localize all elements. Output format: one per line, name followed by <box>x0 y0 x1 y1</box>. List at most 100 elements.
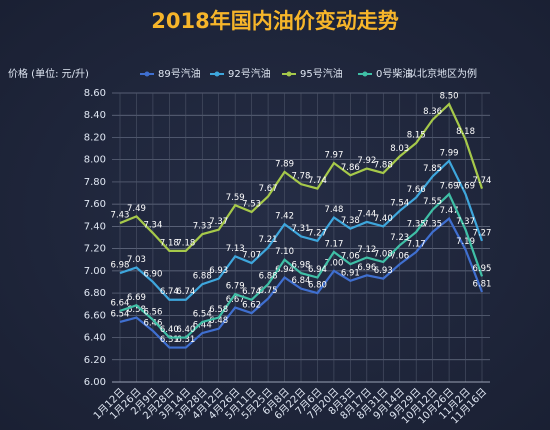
data-label: 8.36 <box>423 107 442 117</box>
chart-title: 2018年国内油价变动走势 <box>151 9 398 33</box>
y-tick-label: 6.80 <box>84 288 106 299</box>
data-label: 7.31 <box>292 224 311 234</box>
y-axis-label: 价格 (单位: 元/升) <box>8 67 89 80</box>
data-label: 7.23 <box>390 233 409 243</box>
data-label: 6.95 <box>473 264 492 274</box>
data-label: 7.18 <box>176 238 195 248</box>
data-label: 6.56 <box>143 307 162 317</box>
data-label: 7.49 <box>127 204 146 214</box>
data-label: 6.46 <box>143 318 162 328</box>
legend-marker <box>144 71 150 77</box>
data-label: 7.06 <box>390 252 409 262</box>
y-tick-label: 8.60 <box>84 88 106 99</box>
data-label: 7.12 <box>357 245 376 255</box>
y-tick-label: 6.40 <box>84 333 106 344</box>
annotation: 以北京地区为例 <box>407 67 477 80</box>
y-tick-label: 7.40 <box>84 221 106 232</box>
legend-label: 0号柴油 <box>376 67 412 80</box>
series-line <box>119 192 484 339</box>
data-label: 6.58 <box>127 305 146 315</box>
data-label: 7.35 <box>407 219 426 229</box>
legend-label: 92号汽油 <box>228 67 271 80</box>
data-label: 7.37 <box>209 217 228 227</box>
data-label: 7.92 <box>357 156 376 166</box>
data-label: 7.48 <box>324 205 343 215</box>
data-label: 7.10 <box>275 247 294 257</box>
data-label: 7.43 <box>111 211 130 221</box>
data-label: 7.18 <box>160 238 179 248</box>
data-label: 6.90 <box>143 269 162 279</box>
data-label: 6.75 <box>259 286 278 296</box>
data-label: 6.81 <box>473 279 492 289</box>
data-label: 6.48 <box>209 316 228 326</box>
data-label: 7.06 <box>341 252 360 262</box>
data-label: 6.93 <box>374 266 393 276</box>
series-line <box>119 158 484 301</box>
data-label: 7.07 <box>242 251 261 261</box>
y-tick-label: 8.20 <box>84 132 106 143</box>
data-label: 6.88 <box>259 272 278 282</box>
y-tick-label: 6.00 <box>84 377 106 388</box>
legend-marker <box>362 71 368 77</box>
data-label: 7.19 <box>456 237 475 247</box>
data-label: 7.85 <box>423 164 442 174</box>
data-label: 6.64 <box>111 298 130 308</box>
data-label: 6.74 <box>242 287 261 297</box>
data-label: 7.59 <box>226 193 245 203</box>
y-tick-label: 7.00 <box>84 266 106 277</box>
data-label: 6.80 <box>308 281 327 291</box>
data-label: 8.18 <box>456 127 475 137</box>
data-label: 7.33 <box>193 222 212 232</box>
data-label: 6.54 <box>111 309 130 319</box>
data-label: 7.97 <box>324 151 343 161</box>
data-label: 7.13 <box>226 244 245 254</box>
legend-label: 95号汽油 <box>300 67 343 80</box>
data-label: 7.27 <box>308 228 327 238</box>
data-label: 7.17 <box>324 239 343 249</box>
data-label: 7.03 <box>127 255 146 265</box>
data-label: 7.34 <box>143 221 162 231</box>
data-label: 7.69 <box>456 182 475 192</box>
data-label: 7.35 <box>423 219 442 229</box>
data-label: 7.78 <box>292 172 311 182</box>
y-tick-label: 7.80 <box>84 177 106 188</box>
data-label: 7.21 <box>259 235 278 245</box>
data-label: 6.79 <box>226 282 245 292</box>
data-label: 6.40 <box>160 325 179 335</box>
y-tick-label: 6.60 <box>84 310 106 321</box>
data-label: 6.31 <box>176 335 195 345</box>
data-label: 6.96 <box>357 263 376 273</box>
data-label: 7.99 <box>440 148 459 158</box>
data-label: 6.31 <box>160 335 179 345</box>
data-label: 6.91 <box>341 268 360 278</box>
data-label: 6.98 <box>292 261 311 271</box>
data-label: 6.74 <box>176 287 195 297</box>
data-label: 7.42 <box>275 212 294 222</box>
y-tick-label: 8.40 <box>84 110 106 121</box>
data-label: 7.53 <box>242 199 261 209</box>
legend-marker <box>214 71 220 77</box>
data-label: 6.44 <box>193 321 212 331</box>
data-label: 7.74 <box>308 176 327 186</box>
data-label: 7.37 <box>456 217 475 227</box>
data-label: 7.27 <box>473 228 492 238</box>
data-label: 8.03 <box>390 144 409 154</box>
data-label: 7.74 <box>473 176 492 186</box>
data-label: 7.54 <box>390 198 409 208</box>
y-tick-label: 6.20 <box>84 355 106 366</box>
data-label: 8.50 <box>440 92 459 102</box>
data-label: 7.86 <box>341 163 360 173</box>
data-label: 6.67 <box>226 295 245 305</box>
data-label: 7.47 <box>440 206 459 216</box>
data-label: 7.67 <box>259 184 278 194</box>
data-label: 7.66 <box>407 185 426 195</box>
y-tick-label: 7.60 <box>84 199 106 210</box>
data-label: 7.69 <box>440 182 459 192</box>
data-label: 6.40 <box>176 325 195 335</box>
series-line <box>119 216 484 349</box>
data-label: 6.58 <box>209 305 228 315</box>
series-line <box>119 102 484 252</box>
data-label: 6.84 <box>292 276 311 286</box>
data-label: 7.44 <box>357 209 376 219</box>
legend-marker <box>286 71 292 77</box>
